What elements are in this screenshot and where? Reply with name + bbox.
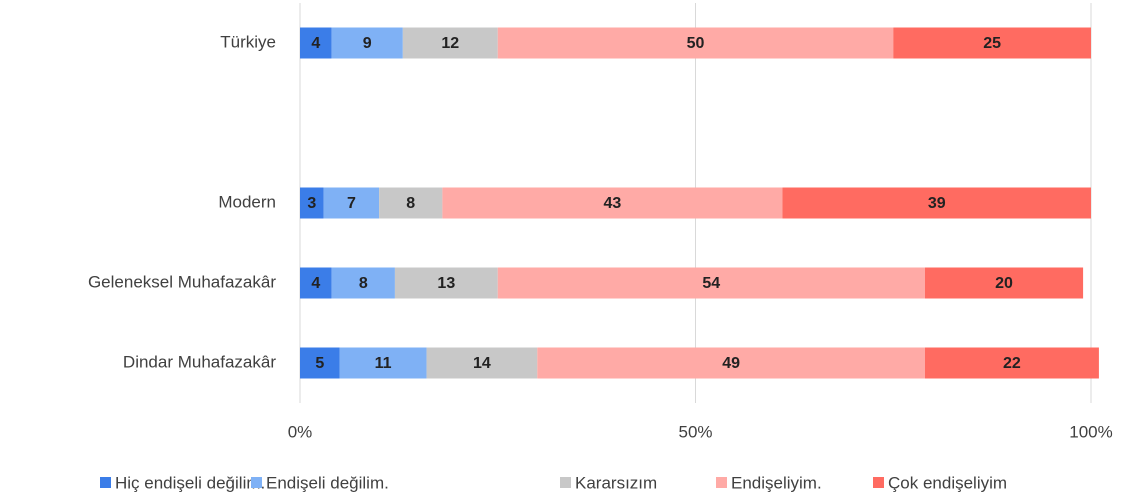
bar-segment bbox=[402, 27, 498, 59]
data-label: 4 bbox=[311, 275, 320, 292]
data-label: 12 bbox=[441, 35, 459, 52]
bar-segment bbox=[924, 267, 1084, 299]
data-label: 9 bbox=[363, 35, 372, 52]
bar-segment bbox=[300, 187, 324, 219]
bar-segment bbox=[300, 27, 332, 59]
bar-segment bbox=[497, 27, 894, 59]
bar-segment bbox=[331, 267, 395, 299]
data-label: 54 bbox=[702, 275, 720, 292]
bar-segment bbox=[893, 27, 1091, 59]
bar-segment bbox=[323, 187, 380, 219]
data-label: 20 bbox=[995, 275, 1013, 292]
bar-segment bbox=[394, 267, 498, 299]
bar-segment bbox=[537, 347, 925, 379]
legend-label: Endişeli değilim. bbox=[266, 473, 389, 492]
legend-swatch bbox=[100, 477, 111, 488]
data-label: 7 bbox=[347, 195, 356, 212]
bar-segment bbox=[300, 267, 332, 299]
data-label: 8 bbox=[359, 275, 368, 292]
bar-segment bbox=[300, 347, 340, 379]
data-label: 8 bbox=[406, 195, 415, 212]
data-label: 11 bbox=[375, 355, 392, 372]
data-label: 5 bbox=[315, 355, 324, 372]
bar-segment bbox=[339, 347, 427, 379]
legend-swatch bbox=[716, 477, 727, 488]
data-label: 39 bbox=[928, 195, 946, 212]
data-label: 13 bbox=[437, 275, 455, 292]
legend-label: Çok endişeliyim bbox=[888, 473, 1007, 492]
data-label: 4 bbox=[311, 35, 320, 52]
data-label: 22 bbox=[1003, 355, 1021, 372]
legend-swatch bbox=[560, 477, 571, 488]
legend-label: Endişeliyim. bbox=[731, 473, 822, 492]
bar-segment bbox=[379, 187, 443, 219]
y-tick-label: Dindar Muhafazakâr bbox=[123, 352, 276, 371]
legend-swatch bbox=[873, 477, 884, 488]
y-tick-label: Türkiye bbox=[220, 32, 276, 51]
legend-swatch bbox=[251, 477, 262, 488]
data-label: 14 bbox=[473, 355, 491, 372]
data-label: 50 bbox=[687, 35, 705, 52]
data-label: 49 bbox=[722, 355, 740, 372]
y-tick-label: Modern bbox=[218, 192, 276, 211]
bar-segment bbox=[497, 267, 925, 299]
x-tick-label: 0% bbox=[288, 422, 313, 441]
x-tick-label: 50% bbox=[678, 422, 712, 441]
bar-segment bbox=[426, 347, 538, 379]
legend-label: Kararsızım bbox=[575, 473, 657, 492]
y-tick-label: Geleneksel Muhafazakâr bbox=[88, 272, 276, 291]
data-label: 3 bbox=[307, 195, 316, 212]
bar-segment bbox=[331, 27, 403, 59]
x-tick-label: 100% bbox=[1069, 422, 1112, 441]
data-label: 25 bbox=[983, 35, 1001, 52]
bar-segment bbox=[924, 347, 1099, 379]
legend-label: Hiç endişeli değilim. bbox=[115, 473, 265, 492]
bar-segment bbox=[442, 187, 783, 219]
data-label: 43 bbox=[604, 195, 622, 212]
bar-segment bbox=[782, 187, 1091, 219]
